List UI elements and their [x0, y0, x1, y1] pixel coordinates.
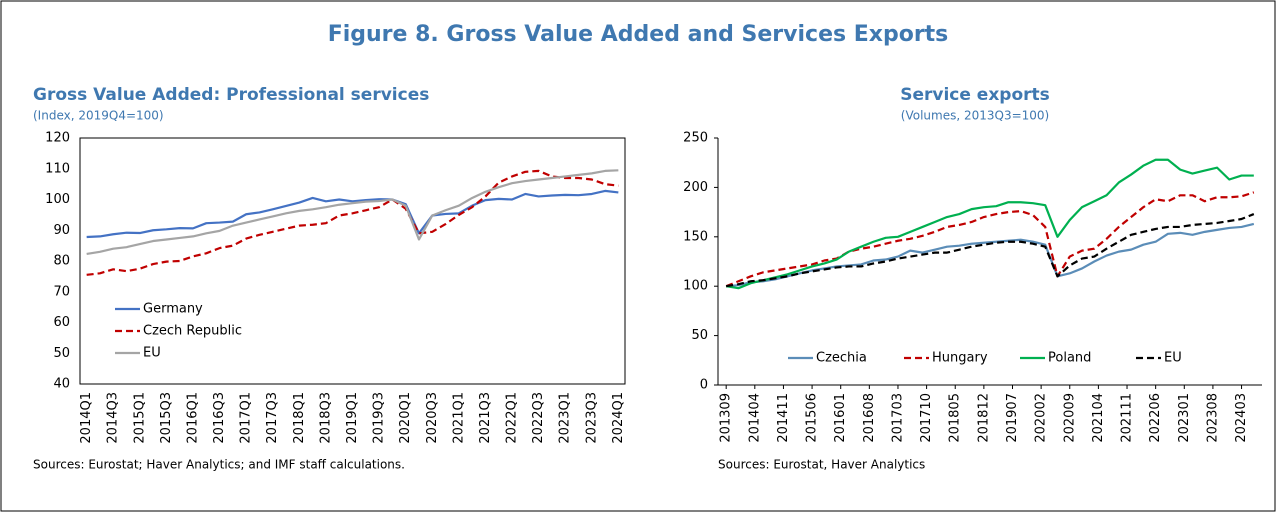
- series-line: [86, 169, 619, 276]
- legend-label: Czechia: [816, 351, 867, 366]
- source-note: Sources: Eurostat, Haver Analytics: [718, 458, 925, 472]
- x-tick-label: 201608: [862, 393, 877, 443]
- y-tick-label: 100: [45, 192, 70, 207]
- y-tick-label: 90: [53, 223, 70, 238]
- x-tick-label: 202104: [1091, 393, 1106, 443]
- x-tick-label: 201805: [948, 393, 963, 443]
- x-tick-label: 2020Q1: [398, 392, 413, 444]
- x-tick-label: 201601: [833, 393, 848, 443]
- x-tick-label: 2017Q3: [265, 392, 280, 444]
- x-tick-label: 201411: [776, 393, 791, 443]
- y-tick-label: 250: [683, 131, 708, 146]
- y-tick-label: 80: [53, 254, 70, 269]
- x-tick-label: 201907: [1005, 393, 1020, 443]
- x-tick-label: 2015Q1: [132, 392, 147, 444]
- series-line: [725, 191, 1255, 288]
- x-tick-label: 2024Q1: [611, 392, 626, 444]
- y-tick-label: 200: [683, 180, 708, 195]
- y-tick-label: 100: [683, 279, 708, 294]
- x-tick-label: 2014Q3: [106, 392, 121, 444]
- x-tick-label: 201812: [976, 393, 991, 443]
- x-tick-label: 2014Q1: [79, 392, 94, 444]
- x-tick-label: 2016Q1: [185, 392, 200, 444]
- figure-title: Figure 8. Gross Value Added and Services…: [328, 22, 949, 47]
- y-tick-label: 150: [683, 229, 708, 244]
- x-tick-label: 202206: [1148, 393, 1163, 443]
- x-tick-label: 201506: [805, 393, 820, 443]
- legend-label: EU: [1164, 351, 1182, 366]
- chart-subtitle: (Volumes, 2013Q3=100): [901, 109, 1049, 123]
- legend-label: EU: [143, 346, 161, 361]
- legend-label: Germany: [143, 302, 203, 317]
- y-tick-label: 60: [53, 315, 70, 330]
- legend-label: Poland: [1048, 351, 1091, 366]
- x-tick-label: 2019Q3: [372, 392, 387, 444]
- x-tick-label: 2016Q3: [212, 392, 227, 444]
- x-tick-label: 2018Q1: [292, 392, 307, 444]
- chart-title: Service exports: [900, 85, 1050, 105]
- chart-subtitle: (Index, 2019Q4=100): [33, 109, 164, 123]
- chart-title: Gross Value Added: Professional services: [33, 85, 429, 105]
- x-tick-label: 2023Q3: [584, 392, 599, 444]
- x-tick-label: 2019Q1: [345, 392, 360, 444]
- x-tick-label: 202301: [1177, 393, 1192, 443]
- x-tick-label: 2020Q3: [425, 392, 440, 444]
- legend-label: Czech Republic: [143, 324, 242, 339]
- x-tick-label: 2021Q3: [478, 392, 493, 444]
- y-tick-label: 0: [700, 378, 708, 393]
- y-tick-label: 40: [53, 377, 70, 392]
- y-tick-label: 50: [691, 328, 708, 343]
- x-tick-label: 2015Q3: [159, 392, 174, 444]
- x-tick-label: 201710: [919, 393, 934, 443]
- y-tick-label: 110: [45, 161, 70, 176]
- x-tick-label: 201309: [719, 393, 734, 443]
- x-tick-label: 202403: [1234, 393, 1249, 443]
- x-tick-label: 2022Q3: [531, 392, 546, 444]
- legend-label: Hungary: [932, 351, 988, 366]
- y-tick-label: 50: [53, 346, 70, 361]
- y-tick-label: 70: [53, 284, 70, 299]
- series-line: [726, 158, 1254, 290]
- source-note: Sources: Eurostat; Haver Analytics; and …: [33, 458, 405, 472]
- series-line: [726, 222, 1255, 288]
- plot-frame: [79, 137, 626, 385]
- series-line: [86, 189, 619, 239]
- x-tick-label: 202111: [1120, 393, 1135, 443]
- series-line: [86, 169, 619, 256]
- x-tick-label: 2023Q1: [558, 392, 573, 444]
- x-tick-label: 202009: [1062, 393, 1077, 443]
- x-tick-label: 201404: [747, 393, 762, 443]
- series-line: [726, 213, 1255, 288]
- x-tick-label: 2022Q1: [505, 392, 520, 444]
- x-tick-label: 201703: [890, 393, 905, 443]
- x-tick-label: 2018Q3: [318, 392, 333, 444]
- x-tick-label: 2021Q1: [451, 392, 466, 444]
- x-tick-label: 2017Q1: [239, 392, 254, 444]
- y-tick-label: 120: [45, 131, 70, 146]
- x-tick-label: 202002: [1034, 393, 1049, 443]
- x-tick-label: 202308: [1205, 393, 1220, 443]
